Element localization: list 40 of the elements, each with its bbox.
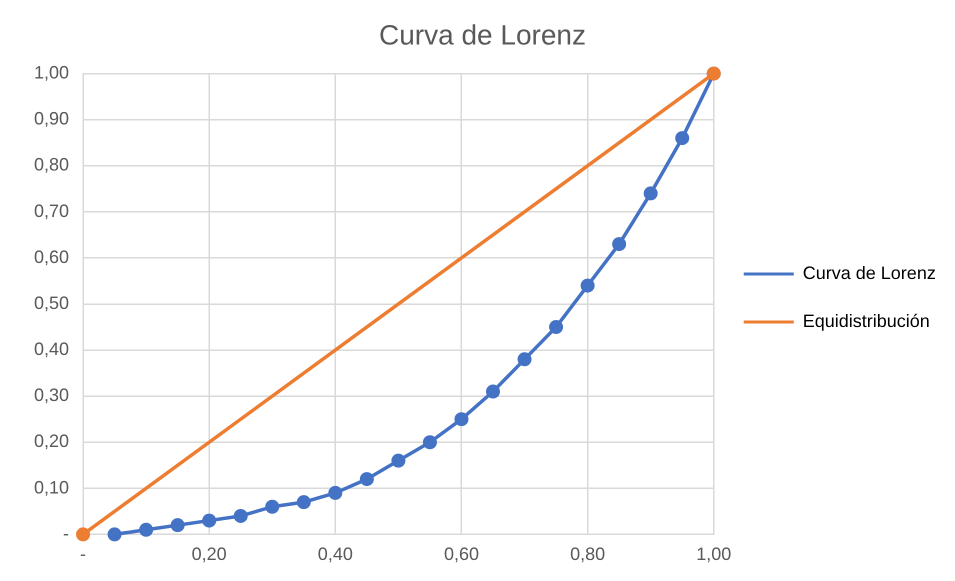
y-tick-label: 0,30 (34, 385, 70, 406)
x-tick-label: - (80, 544, 86, 564)
y-tick-label: 0,70 (34, 200, 70, 221)
point (612, 237, 626, 252)
point (265, 500, 280, 514)
point (76, 527, 90, 542)
point (202, 514, 216, 528)
y-tick-label: 1,00 (34, 62, 70, 83)
y-tick-label: - (63, 523, 70, 544)
y-tick-label: 0,60 (34, 246, 70, 267)
point (580, 278, 595, 293)
x-tick-label: 0,60 (444, 544, 479, 564)
point (486, 384, 500, 399)
y-tick-label: 0,80 (34, 154, 70, 175)
point (360, 472, 374, 486)
y-tick-label: 0,50 (34, 292, 70, 313)
point (296, 495, 311, 510)
point (644, 186, 658, 200)
point (170, 518, 185, 532)
x-tick-label: 1,00 (696, 544, 732, 564)
point (139, 522, 154, 537)
legend-label: Equidistribución (802, 310, 930, 331)
y-tick-label: 0,20 (34, 431, 70, 452)
point (454, 412, 468, 426)
point (549, 320, 564, 334)
chart-title: Curva de Lorenz (378, 20, 586, 51)
point (675, 131, 690, 146)
y-tick-label: 0,40 (34, 339, 70, 360)
y-tick-label: 0,10 (34, 477, 70, 498)
legend-label: Curva de Lorenz (802, 262, 936, 283)
x-tick-label: 0,40 (318, 544, 353, 564)
point (108, 527, 122, 542)
point (328, 486, 342, 500)
x-tick-label: 0,80 (570, 544, 606, 564)
x-tick-label: 0,20 (192, 544, 227, 564)
point (234, 508, 248, 523)
point (391, 454, 406, 468)
point (518, 352, 532, 366)
point (422, 435, 437, 450)
y-tick-label: 0,90 (34, 108, 70, 129)
